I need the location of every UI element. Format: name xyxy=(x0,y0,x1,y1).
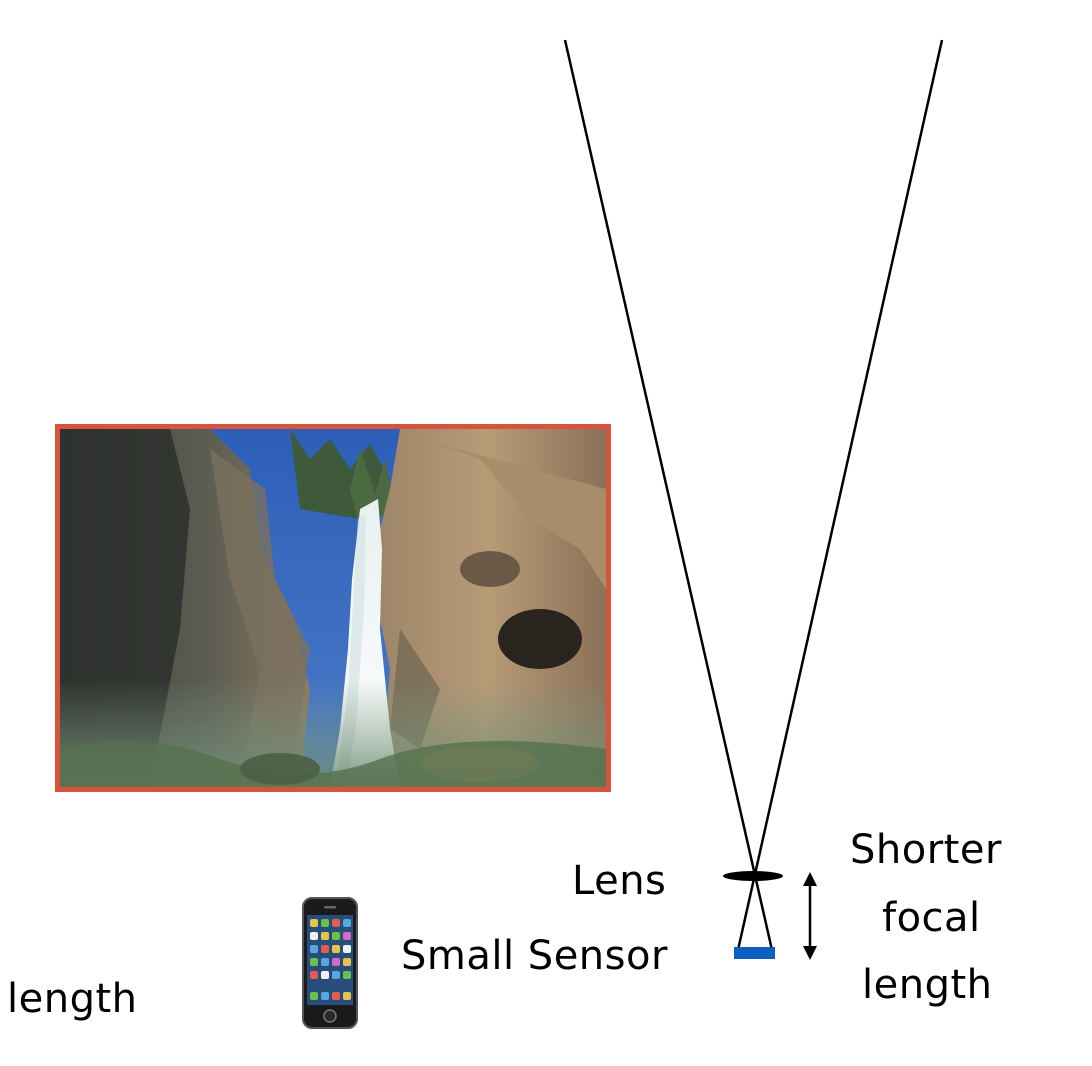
focal-label-line3: length xyxy=(862,962,993,1008)
focal-label-line2: focal xyxy=(882,895,981,941)
small-sensor xyxy=(734,947,775,959)
waterfall-photo xyxy=(55,424,611,792)
focal-label-line1: Shorter xyxy=(850,827,1002,873)
sensor-label: Small Sensor xyxy=(401,933,668,979)
smartphone-icon xyxy=(302,897,358,1029)
focal-length-arrow xyxy=(803,872,817,960)
ray-right xyxy=(736,39,944,951)
waterfall-image xyxy=(60,429,606,787)
lens-shape xyxy=(723,871,783,881)
lens-label: Lens xyxy=(572,858,667,904)
ray-left xyxy=(563,39,774,951)
left-caption: length xyxy=(7,976,138,1022)
